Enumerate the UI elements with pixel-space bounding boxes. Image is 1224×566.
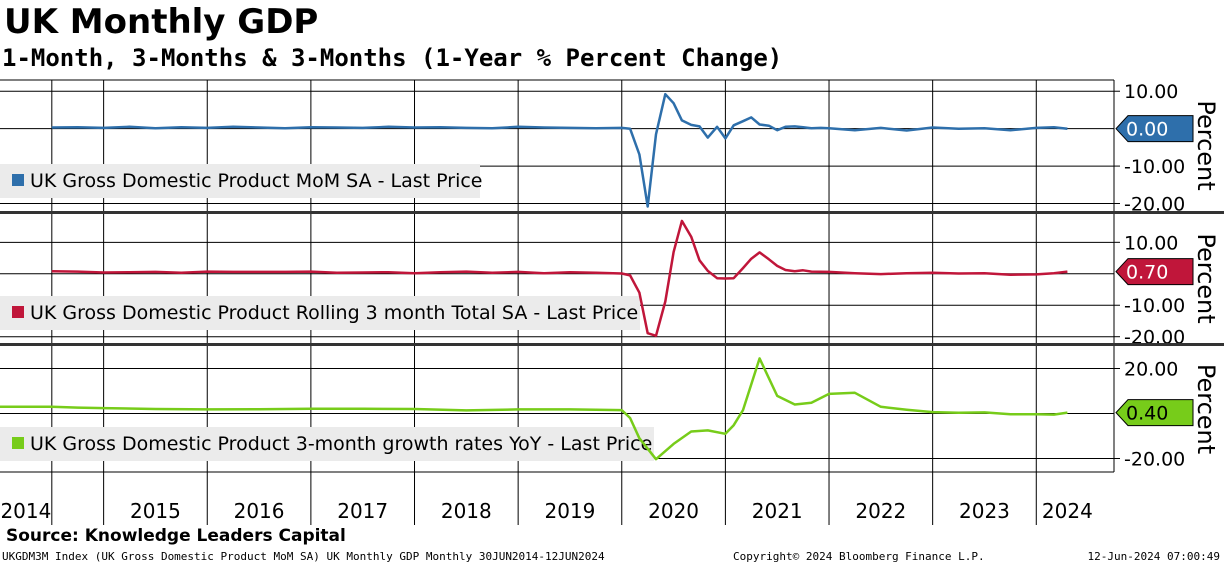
chart-title: UK Monthly GDP (4, 2, 319, 42)
legend-swatch (12, 174, 24, 186)
x-tick-label: 2022 (855, 499, 906, 523)
security-description: UKGDM3M Index (UK Gross Domestic Product… (2, 550, 605, 563)
x-tick-label: 2018 (441, 499, 492, 523)
last-value-tag (1115, 115, 1194, 143)
x-tick-label: 2015 (130, 499, 181, 523)
legend-box (0, 296, 640, 330)
series-line (0, 357, 1068, 461)
x-tick-label: 2021 (752, 499, 803, 523)
series-line (51, 92, 1068, 208)
y-tick-label: -10.00 (1124, 295, 1185, 317)
copyright-note: Copyright© 2024 Bloomberg Finance L.P. (733, 550, 985, 563)
timestamp: 12-Jun-2024 07:00:49 (1087, 550, 1220, 563)
x-tick-label: 2016 (234, 499, 285, 523)
y-tick-label: 10.00 (1124, 232, 1178, 254)
panel-separator (0, 211, 1224, 214)
x-tick-label: 2023 (959, 499, 1010, 523)
legend-swatch (12, 437, 24, 449)
last-value-label: 0.70 (1126, 262, 1168, 284)
legend-label: UK Gross Domestic Product Rolling 3 mont… (30, 302, 638, 324)
legend-label: UK Gross Domestic Product MoM SA - Last … (30, 170, 483, 192)
last-value-tag (1115, 399, 1194, 427)
y-axis-label: Percent (1192, 364, 1220, 454)
x-tick-label: 2017 (337, 499, 388, 523)
last-value-label: 0.40 (1126, 403, 1168, 425)
y-tick-label: -10.00 (1124, 156, 1185, 178)
x-tick-label: 2014 (0, 499, 51, 523)
y-tick-label: 20.00 (1124, 359, 1178, 381)
last-value-label: 0.00 (1126, 119, 1168, 141)
panel-separator (0, 343, 1224, 346)
x-tick-label: 2024 (1042, 499, 1093, 523)
y-tick-label: -20.00 (1124, 449, 1185, 471)
legend-label: UK Gross Domestic Product 3-month growth… (30, 433, 652, 455)
y-tick-label: 10.00 (1124, 81, 1178, 103)
last-value-tag (1115, 258, 1194, 286)
y-axis-label: Percent (1192, 100, 1220, 190)
y-axis-label: Percent (1192, 233, 1220, 323)
legend-swatch (12, 306, 24, 318)
legend-box (0, 164, 480, 198)
x-tick-label: 2019 (545, 499, 596, 523)
source-note: Source: Knowledge Leaders Capital (6, 526, 346, 546)
y-tick-label: -20.00 (1124, 194, 1185, 216)
chart-subtitle: 1-Month, 3-Months & 3-Months (1-Year % P… (2, 44, 783, 72)
legend-box (0, 427, 654, 461)
series-line (51, 219, 1068, 338)
x-tick-label: 2020 (648, 499, 699, 523)
